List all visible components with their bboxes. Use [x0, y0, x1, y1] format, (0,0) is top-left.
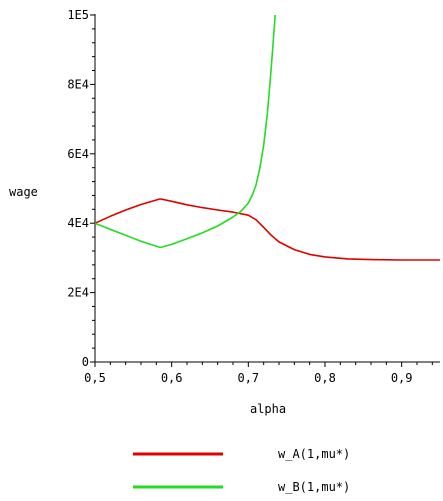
y-axis-title: wage: [9, 185, 38, 199]
legend-label: w_A(1,mu*): [278, 447, 350, 461]
y-axis-ticks: 0 2E4 4E4 6E4 8E4 1E5: [67, 8, 95, 369]
x-tick-label: 0,6: [161, 371, 183, 385]
y-tick-label: 8E4: [67, 77, 89, 91]
legend: w_A(1,mu*) w_B(1,mu*): [133, 447, 350, 494]
y-tick-label: 4E4: [67, 216, 89, 230]
legend-label: w_B(1,mu*): [278, 480, 350, 494]
series-line-w-b: [94, 14, 276, 249]
x-tick-label: 0,8: [314, 371, 336, 385]
series-line-w-a: [94, 198, 440, 261]
series-lines: [94, 14, 440, 261]
y-tick-label: 1E5: [67, 8, 89, 22]
x-tick-label: 0,5: [84, 371, 106, 385]
x-axis-ticks: 0,5 0,6 0,7 0,8 0,9: [84, 362, 433, 385]
y-tick-label: 0: [82, 355, 89, 369]
x-axis-title: alpha: [250, 402, 286, 416]
x-tick-label: 0,9: [391, 371, 413, 385]
y-tick-label: 6E4: [67, 147, 89, 161]
y-tick-label: 2E4: [67, 286, 89, 300]
x-tick-label: 0,7: [237, 371, 259, 385]
